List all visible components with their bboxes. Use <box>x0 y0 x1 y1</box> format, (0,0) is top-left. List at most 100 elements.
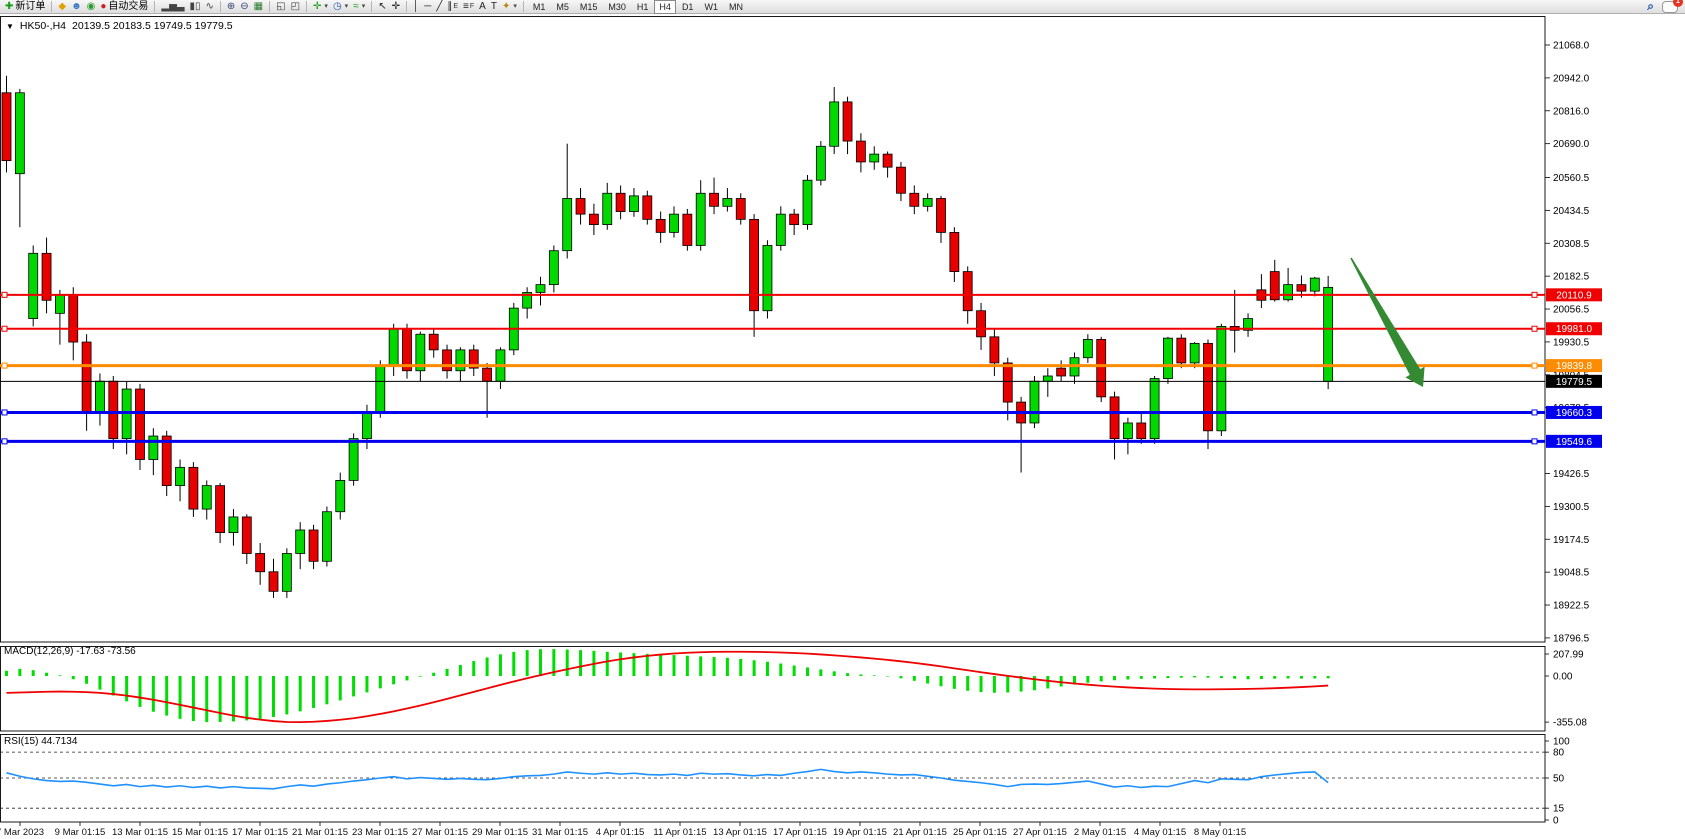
alerts-button[interactable]: ◆ <box>56 1 68 13</box>
label-icon: T <box>490 0 497 12</box>
svg-text:80: 80 <box>1553 748 1565 759</box>
chart-shift-button[interactable]: ◰ <box>289 1 302 13</box>
toolbar-separator <box>269 1 271 12</box>
timeframe-button-m5[interactable]: M5 <box>556 1 569 12</box>
search-icon[interactable]: ⌕ <box>1647 0 1654 13</box>
price-badge-19981: 19981.0 <box>1546 322 1602 336</box>
timeframe-button-w1[interactable]: W1 <box>704 1 718 12</box>
line-endpoint-marker[interactable] <box>1 438 8 445</box>
svg-text:15 Mar 01:15: 15 Mar 01:15 <box>172 827 228 838</box>
rsi-panel[interactable] <box>0 734 1546 823</box>
tile-windows-button[interactable]: ▦ <box>252 1 265 13</box>
trendline-button[interactable]: ╱ <box>434 1 444 13</box>
svg-text:20056.5: 20056.5 <box>1553 305 1590 316</box>
timeframe-button-m15[interactable]: M15 <box>579 1 598 12</box>
line-endpoint-marker[interactable] <box>1531 325 1538 332</box>
line-endpoint-marker[interactable] <box>1531 409 1538 416</box>
svg-text:31 Mar 01:15: 31 Mar 01:15 <box>532 827 588 838</box>
svg-text:19549.6: 19549.6 <box>1556 437 1593 448</box>
chevron-down-icon[interactable]: ▾ <box>344 2 349 10</box>
fibonacci-button[interactable]: ≡ F <box>461 1 476 13</box>
svg-text:19048.5: 19048.5 <box>1553 568 1590 579</box>
macd-indicator-label: MACD(12,26,9) -17.63 -73.56 <box>4 646 136 657</box>
line-endpoint-marker[interactable] <box>1 409 8 416</box>
vertical-line-button[interactable]: │ <box>411 1 421 13</box>
chart-shift-icon: ◰ <box>290 0 301 12</box>
svg-text:27 Mar 01:15: 27 Mar 01:15 <box>412 827 468 838</box>
price-axis[interactable]: 21068.0 20942.0 20816.0 20690.0 20560.5 20434… <box>1545 41 1590 645</box>
zoom-out-button[interactable]: ⊖ <box>238 1 250 13</box>
cursor-button[interactable]: ↖ <box>376 1 388 13</box>
timeframe-button-m30[interactable]: M30 <box>608 1 626 12</box>
candlestick-series[interactable] <box>1 75 1334 598</box>
svg-text:18922.5: 18922.5 <box>1553 601 1590 612</box>
svg-text:2 May 01:15: 2 May 01:15 <box>1074 827 1126 838</box>
candlestick-chart-button[interactable]: ▮▯ <box>187 1 202 13</box>
line-endpoint-marker[interactable] <box>1531 291 1538 298</box>
line-endpoint-marker[interactable] <box>1 291 8 298</box>
chart-menu-icon[interactable]: ▼ <box>6 21 14 31</box>
auto-scroll-button[interactable]: ◱ <box>274 1 287 13</box>
indicators-icon: ✛ <box>313 0 322 12</box>
new-order-button[interactable]: ✚ 新订单 <box>3 1 47 13</box>
indicators-button[interactable]: ✛ ▾ <box>311 1 330 13</box>
chevron-down-icon[interactable]: ▾ <box>324 2 328 10</box>
arrows-button[interactable]: ✦ ▾ <box>500 1 519 13</box>
timeframe-button-h4[interactable]: H4 <box>654 0 676 14</box>
templates-button[interactable]: ≈ ▾ <box>351 1 367 13</box>
line-endpoint-marker[interactable] <box>1 362 8 369</box>
svg-text:-355.08: -355.08 <box>1553 718 1587 729</box>
time-axis[interactable]: 7 Mar 2023 9 Mar 01:15 13 Mar 01:15 15 Mar … <box>0 822 1246 838</box>
svg-text:19426.5: 19426.5 <box>1553 469 1590 480</box>
periods-button[interactable]: ◷ ▾ <box>331 1 350 13</box>
timeframe-button-d1[interactable]: D1 <box>681 1 694 12</box>
community-button[interactable]: ☻ <box>69 1 84 13</box>
zoom-in-icon: ⊕ <box>226 0 236 12</box>
chat-icon[interactable]: 1 <box>1662 0 1683 13</box>
crosshair-button[interactable]: ✛ <box>390 1 402 13</box>
svg-text:4 May 01:15: 4 May 01:15 <box>1134 827 1186 838</box>
down-arrow-annotation[interactable] <box>1350 257 1425 387</box>
channel-button[interactable]: ∥ E <box>445 1 460 13</box>
svg-text:9 Mar 01:15: 9 Mar 01:15 <box>55 827 106 838</box>
autotrade-button-label: 自动交易 <box>108 0 149 12</box>
svg-text:19660.3: 19660.3 <box>1556 408 1593 419</box>
community-icon: ☻ <box>71 0 82 12</box>
new-order-icon: ✚ <box>5 0 14 12</box>
svg-text:19930.5: 19930.5 <box>1553 337 1590 348</box>
svg-text:11 Apr 01:15: 11 Apr 01:15 <box>653 827 706 838</box>
timeframe-button-m1[interactable]: M1 <box>532 1 546 12</box>
line-chart-button[interactable]: ∿ <box>204 1 216 13</box>
horizontal-line-button[interactable]: ─ <box>422 1 433 13</box>
svg-text:20182.5: 20182.5 <box>1553 272 1590 283</box>
svg-text:13 Apr 01:15: 13 Apr 01:15 <box>713 827 767 838</box>
vertical-line-icon: │ <box>412 0 420 12</box>
chevron-down-icon[interactable]: ▾ <box>361 2 366 10</box>
signals-button[interactable]: ◉ <box>85 1 98 13</box>
svg-text:19174.5: 19174.5 <box>1553 535 1590 546</box>
zoom-in-button[interactable]: ⊕ <box>225 1 237 13</box>
line-endpoint-marker[interactable] <box>1531 362 1538 369</box>
line-endpoint-marker[interactable] <box>1531 438 1538 445</box>
toolbar-separator <box>154 1 156 12</box>
timeframe-button-mn[interactable]: MN <box>728 1 743 12</box>
bar-chart-button[interactable]: ▂▅▃ <box>159 1 186 13</box>
macd-axis[interactable]: 207.99 0.00 -355.08 <box>1545 650 1587 729</box>
toolbar-separator <box>306 1 308 12</box>
svg-text:4 Apr 01:15: 4 Apr 01:15 <box>596 827 645 838</box>
text-button[interactable]: A <box>477 1 488 13</box>
macd-signal-line <box>6 650 1329 724</box>
chart-header: ▼ HK50-,H4 20139.5 20183.5 19749.5 19779… <box>6 20 233 32</box>
price-badge-19549.6: 19549.6 <box>1546 434 1602 448</box>
tool-subscript: E <box>453 2 459 10</box>
timeframe-button-h1[interactable]: H1 <box>636 1 649 12</box>
line-endpoint-marker[interactable] <box>1 325 8 332</box>
chevron-down-icon[interactable]: ▾ <box>513 2 517 10</box>
channel-icon: ∥ <box>447 0 453 12</box>
label-button[interactable]: T <box>489 1 499 13</box>
autotrade-button[interactable]: ● 自动交易 <box>98 1 150 13</box>
auto-scroll-icon: ◱ <box>276 0 286 12</box>
macd-panel[interactable] <box>0 646 1546 732</box>
